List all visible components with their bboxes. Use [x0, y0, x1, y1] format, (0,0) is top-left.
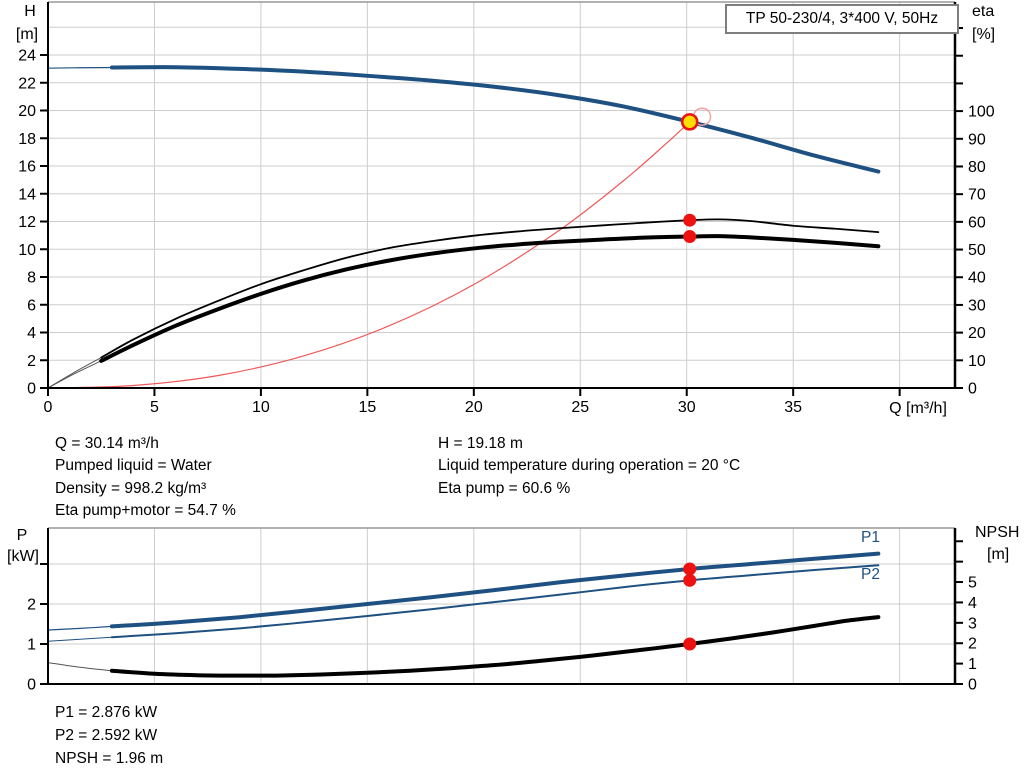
tick-label: 1: [968, 656, 977, 673]
result-eta-pump: Eta pump = 60.6 %: [438, 479, 571, 497]
result-p2: P2 = 2.592 kW: [55, 727, 158, 745]
duty-results-right: H = 19.18 m Liquid temperature during op…: [438, 433, 740, 500]
duty-point[interactable]: [680, 113, 699, 131]
tick-label: 5: [968, 575, 977, 592]
p2-curve: [110, 564, 880, 639]
result-density: Density = 998.2 kg/m³: [55, 479, 207, 497]
tick-label: 0: [27, 381, 36, 398]
pump-type-label: TP 50-230/4, 3*400 V, 50Hz: [745, 10, 939, 27]
tick-label: 40: [968, 270, 986, 287]
pump-type-box: TP 50-230/4, 3*400 V, 50Hz: [725, 4, 959, 34]
p2-dot: [683, 573, 697, 587]
tick-label: 0: [27, 677, 36, 694]
tick-label: 20: [968, 325, 986, 342]
power-results: P1 = 2.876 kW P2 = 2.592 kW NPSH = 1.96 …: [55, 701, 163, 771]
tick-label: 16: [18, 159, 36, 176]
result-h: H = 19.18 m: [438, 435, 523, 452]
tick-label: 60: [968, 214, 986, 231]
tick-label: 30: [678, 399, 696, 416]
tick-label: 18: [18, 131, 36, 148]
eta-pump-motor-curve: [99, 234, 881, 363]
y-left-axis-label: [m]: [16, 26, 38, 43]
power-npsh-chart: 0 1 2 0 1 2 3 4 5 P [kW] NPSH [m]: [7, 524, 1019, 694]
eta-pump-dot: [683, 213, 697, 227]
tick-label: 1: [27, 637, 36, 654]
tick-label: 15: [358, 399, 376, 416]
result-liquid-temperature: Liquid temperature during operation = 20…: [438, 457, 741, 475]
tick-label: 70: [968, 187, 986, 204]
tick-label: 30: [968, 297, 986, 314]
tick-label: 90: [968, 131, 986, 148]
y-left-axis-label: [kW]: [7, 548, 39, 565]
tick-label: 100: [968, 104, 995, 121]
tick-label: 14: [18, 186, 36, 203]
npsh-curve-lead: [47, 662, 113, 672]
tick-label: 8: [27, 270, 36, 287]
npsh-curve: [109, 615, 881, 678]
y-right-axis-label: eta: [972, 3, 994, 20]
result-q: Q = 30.14 m³/h: [55, 435, 159, 452]
tick-label: 10: [968, 353, 986, 370]
tick-label: 35: [784, 399, 802, 416]
tick-label: 2: [27, 353, 36, 370]
result-eta-pump-motor: Eta pump+motor = 54.7 %: [55, 502, 236, 520]
eta-pump-motor-dot: [683, 230, 697, 244]
y-right-axis-label: NPSH: [975, 524, 1019, 541]
p1-curve: [109, 551, 881, 629]
head-curve: [109, 65, 881, 174]
tick-label: 80: [968, 159, 986, 176]
tick-label: 6: [27, 297, 36, 314]
tick-label: 0: [968, 677, 977, 694]
tick-label: 10: [252, 399, 270, 416]
tick-label: 22: [18, 75, 36, 92]
tick-label: 24: [18, 48, 36, 65]
tick-label: 0: [44, 399, 53, 416]
tick-label: 12: [18, 214, 36, 231]
p2-curve-lead: [47, 636, 113, 642]
tick-label: 20: [465, 399, 483, 416]
tick-label: 20: [18, 103, 36, 120]
x-axis-label: Q [m³/h]: [889, 400, 947, 417]
result-pumped-liquid: Pumped liquid = Water: [55, 457, 212, 475]
npsh-dot: [683, 637, 697, 651]
tick-label: 5: [150, 399, 159, 416]
y-left-axis-label: H: [24, 3, 36, 20]
p1-curve-lead: [47, 625, 113, 631]
result-npsh: NPSH = 1.96 m: [55, 750, 164, 768]
y-left-axis-label: P: [17, 527, 28, 544]
result-p1: P1 = 2.876 kW: [55, 704, 158, 721]
hq-eta-chart: 0246810121416182022240102030405060708090…: [16, 1, 995, 417]
tick-label: 0: [968, 381, 977, 398]
tick-label: 4: [27, 325, 36, 342]
y-right-axis-label: [%]: [972, 26, 995, 43]
y-right-axis-label: [m]: [987, 546, 1009, 563]
eta-pump-curve: [100, 218, 880, 359]
p1-curve-label: P1: [861, 529, 880, 546]
eta-pump-motor-curve-lead: [47, 360, 102, 389]
tick-label: 2: [27, 597, 36, 614]
p1-dot: [683, 562, 697, 576]
tick-label: 4: [968, 595, 977, 612]
duty-results-left: Q = 30.14 m³/h Pumped liquid = Water Den…: [55, 433, 236, 523]
tick-label: 10: [18, 242, 36, 259]
tick-label: 3: [968, 615, 977, 632]
p2-curve-label: P2: [861, 566, 880, 583]
tick-label: 50: [968, 242, 986, 259]
tick-label: 2: [968, 636, 977, 653]
tick-label: 25: [571, 399, 589, 416]
system-curve: [47, 121, 691, 389]
